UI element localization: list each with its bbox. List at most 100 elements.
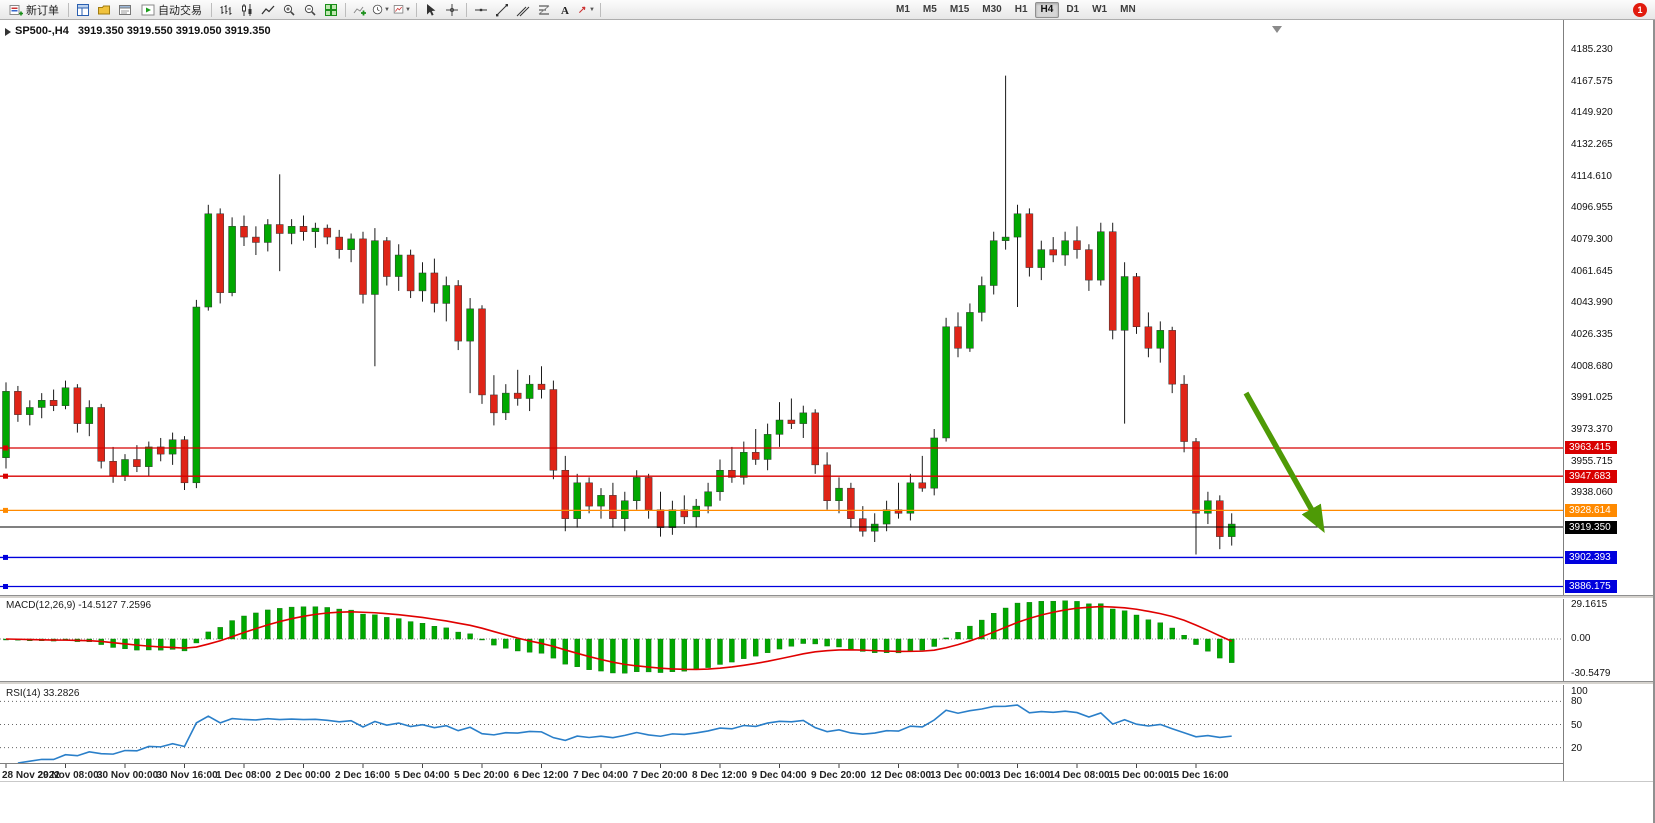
candle-down xyxy=(406,254,415,292)
candle-up xyxy=(204,213,213,308)
periods-button[interactable]: ▼ xyxy=(371,1,391,19)
macd-histogram-bar xyxy=(300,606,307,640)
terminal-button[interactable] xyxy=(115,1,135,19)
candle-down xyxy=(787,419,796,424)
timeframe-button-m5[interactable]: M5 xyxy=(922,4,937,15)
new-order-button[interactable]: 新订单 xyxy=(4,1,64,19)
zoom-in-button[interactable] xyxy=(279,1,299,19)
macd-histogram-bar xyxy=(1157,622,1164,640)
candle-down xyxy=(847,487,855,519)
price-tick-label: 3938.060 xyxy=(1571,487,1613,499)
macd-histogram-bar xyxy=(431,626,438,640)
macd-histogram-bar xyxy=(241,615,247,640)
channel-tool-button[interactable] xyxy=(513,1,533,19)
price-tick-label: 4043.990 xyxy=(1571,297,1613,309)
timeframe-button-d1[interactable]: D1 xyxy=(1066,4,1080,15)
macd-histogram-bar xyxy=(515,638,521,652)
fibonacci-tool-button[interactable] xyxy=(534,1,554,19)
candle-up xyxy=(26,407,34,415)
macd-histogram-bar xyxy=(157,638,164,651)
price-tick-label: 4079.300 xyxy=(1571,234,1613,246)
macd-histogram-bar xyxy=(169,638,176,650)
market-watch-button[interactable] xyxy=(73,1,93,19)
candle-up xyxy=(1037,249,1046,268)
navigator-button[interactable] xyxy=(94,1,114,19)
svg-text:A: A xyxy=(561,5,569,17)
candle-down xyxy=(644,477,653,510)
trendline-tool-button[interactable] xyxy=(492,1,512,19)
time-tick-label: 30 Nov 16:00 xyxy=(156,770,218,781)
macd-histogram-bar xyxy=(1181,635,1187,640)
templates-button[interactable]: ▼ xyxy=(392,1,412,19)
tile-windows-button[interactable] xyxy=(321,1,341,19)
rsi-line xyxy=(17,704,1232,764)
candle-up xyxy=(942,326,950,439)
timeframe-button-m15[interactable]: M15 xyxy=(949,4,970,15)
macd-histogram-bar xyxy=(848,638,854,650)
trend-arrow-annotation[interactable] xyxy=(1243,391,1325,533)
arrows-tool-button[interactable]: ▼ xyxy=(576,1,596,19)
chart-shift-marker[interactable] xyxy=(1272,26,1282,33)
rsi-indicator-label: RSI(14) 33.2826 xyxy=(6,688,80,699)
timeframe-button-m1[interactable]: M1 xyxy=(896,4,910,15)
macd-histogram-bar xyxy=(657,638,664,673)
macd-histogram-bar xyxy=(788,638,795,647)
level-line-handle[interactable] xyxy=(3,445,8,451)
level-line-handle[interactable] xyxy=(3,584,8,590)
candle-down xyxy=(1085,249,1093,281)
time-tick-label: 15 Dec 00:00 xyxy=(1108,770,1170,781)
crosshair-tool-button[interactable] xyxy=(442,1,462,19)
timeframe-button-h1[interactable]: H1 xyxy=(1014,4,1028,15)
candle-up xyxy=(418,272,427,292)
level-line-handle[interactable] xyxy=(3,507,8,513)
timeframe-button-mn[interactable]: MN xyxy=(1120,4,1136,15)
bar-chart-icon xyxy=(220,4,232,15)
candle-down xyxy=(275,224,284,234)
indicators-button[interactable] xyxy=(350,1,370,19)
notification-badge[interactable]: 1 xyxy=(1633,2,1647,17)
candlestick-mode-button[interactable] xyxy=(237,1,257,19)
rsi-panel-splitter[interactable] xyxy=(0,681,1655,685)
timeframe-button-m30[interactable]: M30 xyxy=(982,4,1002,15)
candle-up xyxy=(37,400,46,408)
macd-histogram-bar xyxy=(384,617,390,640)
candle-down xyxy=(252,236,260,243)
timeframe-button-w1[interactable]: W1 xyxy=(1092,4,1108,15)
timeframe-button-h4[interactable]: H4 xyxy=(1034,1,1060,18)
zoom-out-button[interactable] xyxy=(300,1,320,19)
macd-panel-splitter[interactable] xyxy=(0,595,1655,599)
candle-up xyxy=(145,446,153,467)
price-axis[interactable]: 4185.230 4167.575 4149.920 4132.265 4114.610… xyxy=(1563,20,1655,781)
fibonacci-icon xyxy=(538,5,550,14)
level-line-handle[interactable] xyxy=(3,554,8,560)
time-axis[interactable]: 28 Nov 2022 29 Nov 08:00 30 Nov 00:00 30 No… xyxy=(0,763,1563,781)
template-chart-icon xyxy=(393,5,404,14)
candle-down xyxy=(323,227,332,238)
line-chart-mode-button[interactable] xyxy=(258,1,278,19)
auto-trading-button[interactable]: 自动交易 xyxy=(136,1,207,19)
candle-up xyxy=(1156,330,1165,349)
macd-histogram-bar xyxy=(253,612,259,640)
level-price-badge: 3886.175 xyxy=(1565,580,1617,593)
auto-trading-label: 自动交易 xyxy=(158,4,202,17)
level-price-badge: 3928.614 xyxy=(1565,503,1617,517)
macd-histogram-bar xyxy=(538,638,545,654)
candle-down xyxy=(180,439,189,484)
rsi-tick-label: 20 xyxy=(1571,742,1583,754)
horizontal-line-tool-button[interactable] xyxy=(471,1,491,19)
time-tick-label: 2 Dec 16:00 xyxy=(335,770,391,781)
one-click-trading-toggle[interactable] xyxy=(5,28,11,36)
macd-histogram-bar xyxy=(967,625,973,640)
candle-up xyxy=(1061,240,1069,256)
macd-histogram-bar xyxy=(229,620,235,640)
macd-histogram-bar xyxy=(681,638,687,672)
level-line-handle[interactable] xyxy=(3,473,8,479)
chevron-down-icon: ▼ xyxy=(405,6,411,13)
bar-chart-mode-button[interactable] xyxy=(216,1,236,19)
macd-histogram-bar xyxy=(479,638,485,641)
candle-up xyxy=(347,238,355,250)
time-tick-label: 29 Nov 08:00 xyxy=(37,770,99,781)
cursor-tool-button[interactable] xyxy=(421,1,441,19)
text-tool-button[interactable]: A xyxy=(555,1,575,19)
